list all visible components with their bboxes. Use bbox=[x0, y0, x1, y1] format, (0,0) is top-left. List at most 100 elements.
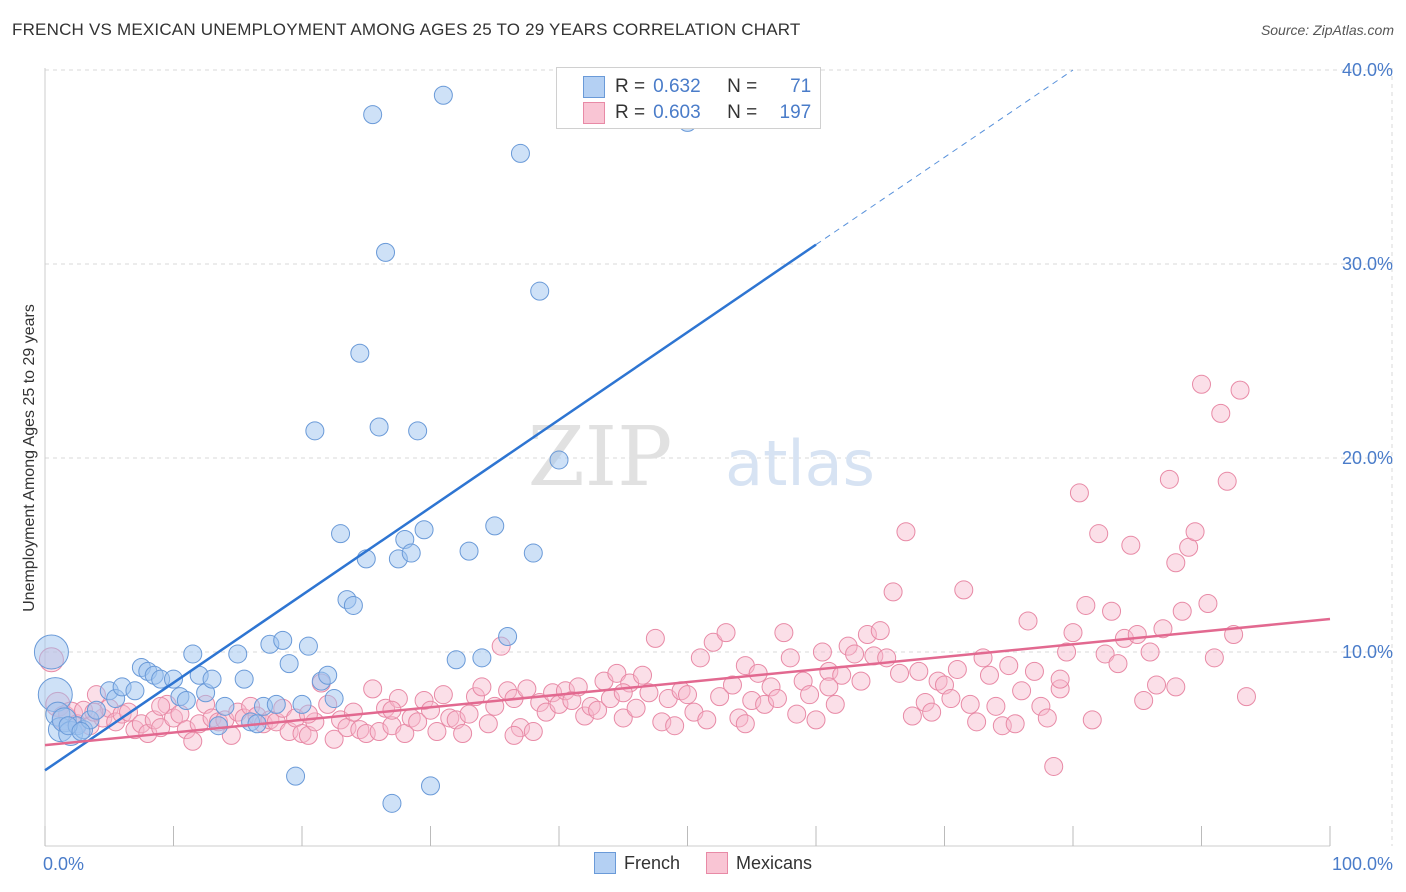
mexicans-point bbox=[639, 683, 659, 703]
mexicans-point bbox=[941, 689, 961, 709]
french-point bbox=[401, 543, 421, 563]
mexicans-point bbox=[890, 663, 910, 683]
mexicans-point bbox=[1166, 677, 1186, 697]
legend-r-label: R = bbox=[615, 76, 646, 97]
legend-r-value: 0.603 bbox=[653, 102, 701, 123]
mexicans-point bbox=[517, 679, 537, 699]
french-point bbox=[228, 644, 248, 664]
french-point bbox=[266, 694, 286, 714]
mexicans-point bbox=[645, 628, 665, 648]
mexicans-point bbox=[915, 692, 935, 712]
french-point bbox=[510, 143, 530, 163]
mexicans-point bbox=[870, 621, 890, 641]
mexicans-point bbox=[1185, 522, 1205, 542]
chart-title: FRENCH VS MEXICAN UNEMPLOYMENT AMONG AGE… bbox=[12, 20, 801, 39]
mexicans-point bbox=[1012, 681, 1032, 701]
source-credit: Source: ZipAtlas.com bbox=[1260, 22, 1394, 38]
mexicans-point bbox=[588, 700, 608, 720]
legend-n-value: 71 bbox=[790, 76, 812, 97]
french-point bbox=[459, 541, 479, 561]
x-tick-label: 100.0% bbox=[1332, 854, 1393, 874]
mexicans-point bbox=[1127, 625, 1147, 645]
french-point bbox=[234, 669, 254, 689]
mexicans-point bbox=[1037, 708, 1057, 728]
legend-swatch-mexicans bbox=[583, 102, 605, 124]
french-point bbox=[433, 85, 453, 105]
french-point bbox=[292, 694, 312, 714]
legend-row-french: R = 0.632 N = 71 bbox=[583, 76, 811, 98]
mexicans-point bbox=[806, 710, 826, 730]
legend-row-mexicans: R = 0.603 N = 197 bbox=[583, 102, 811, 124]
mexicans-point bbox=[1063, 623, 1083, 643]
mexicans-point bbox=[183, 731, 203, 751]
french-point bbox=[331, 524, 351, 544]
mexicans-point bbox=[1050, 679, 1070, 699]
mexicans-point bbox=[1147, 675, 1167, 695]
mexicans-point bbox=[1153, 619, 1173, 639]
french-point bbox=[202, 669, 222, 689]
axes bbox=[44, 68, 1331, 847]
mexicans-point bbox=[433, 685, 453, 705]
mexicans-point bbox=[1166, 553, 1186, 573]
mexicans-point bbox=[986, 696, 1006, 716]
y-tick-label: 40.0% bbox=[1342, 60, 1393, 80]
mexicans-point bbox=[363, 679, 383, 699]
mexicans-point bbox=[369, 722, 389, 742]
x-tick-label: 0.0% bbox=[43, 854, 84, 874]
mexicans-point bbox=[800, 685, 820, 705]
mexicans-point bbox=[1121, 535, 1141, 555]
mexicans-point bbox=[1024, 661, 1044, 681]
mexicans-point bbox=[151, 696, 171, 716]
mexicans-point bbox=[774, 623, 794, 643]
mexicans-point bbox=[427, 722, 447, 742]
trend-lines bbox=[44, 69, 1331, 772]
mexicans-point bbox=[979, 665, 999, 685]
mexicans-point bbox=[607, 663, 627, 683]
mexicans-point bbox=[478, 714, 498, 734]
mexicans-point bbox=[896, 522, 916, 542]
french-point bbox=[369, 417, 389, 437]
legend-label-mexicans: Mexicans bbox=[736, 852, 813, 873]
legend-swatch-french bbox=[593, 852, 616, 874]
french-point bbox=[273, 630, 293, 650]
bottom-legend: French Mexicans bbox=[0, 852, 1406, 874]
mexicans-point bbox=[440, 708, 460, 728]
mexicans-point bbox=[414, 691, 434, 710]
mexicans-point bbox=[324, 729, 344, 749]
mexicans-point bbox=[735, 714, 755, 734]
mexicans-point bbox=[716, 623, 736, 643]
stats-legend: R = 0.632 N = 71 R = 0.603 N = 197 bbox=[556, 67, 821, 129]
watermark-zip: ZIP bbox=[528, 410, 673, 505]
y-tick-label: 20.0% bbox=[1342, 448, 1393, 468]
french-point bbox=[350, 343, 370, 363]
mexicans-point bbox=[1198, 594, 1218, 613]
mexicans-point bbox=[131, 714, 151, 734]
legend-n-label: N = bbox=[727, 76, 758, 97]
french-trend-extension bbox=[815, 69, 1074, 246]
mexicans-point bbox=[1192, 374, 1211, 394]
mexicans-point bbox=[523, 722, 543, 742]
mexicans-point bbox=[575, 706, 595, 726]
french-point bbox=[414, 520, 434, 540]
french-trend-line bbox=[44, 243, 817, 772]
mexicans-point bbox=[1230, 380, 1250, 400]
mexicans-point bbox=[678, 685, 697, 705]
legend-swatch-french bbox=[583, 76, 605, 98]
legend-n-value: 197 bbox=[779, 102, 812, 123]
mexicans-point bbox=[1057, 642, 1077, 662]
mexicans-point bbox=[1140, 642, 1160, 662]
french-point bbox=[421, 776, 440, 796]
french-point bbox=[523, 543, 543, 563]
french-point bbox=[408, 421, 428, 441]
mexicans-point bbox=[510, 718, 530, 738]
legend-item-mexicans: Mexicans bbox=[706, 852, 812, 874]
legend-item-french: French bbox=[593, 852, 680, 874]
french-point bbox=[530, 281, 550, 301]
mexicans-point bbox=[851, 671, 871, 691]
mexicans-point bbox=[408, 712, 428, 732]
mexicans-point bbox=[819, 677, 839, 697]
mexicans-point bbox=[883, 582, 903, 602]
gridlines bbox=[45, 68, 1393, 846]
mexicans-point bbox=[1018, 611, 1038, 631]
